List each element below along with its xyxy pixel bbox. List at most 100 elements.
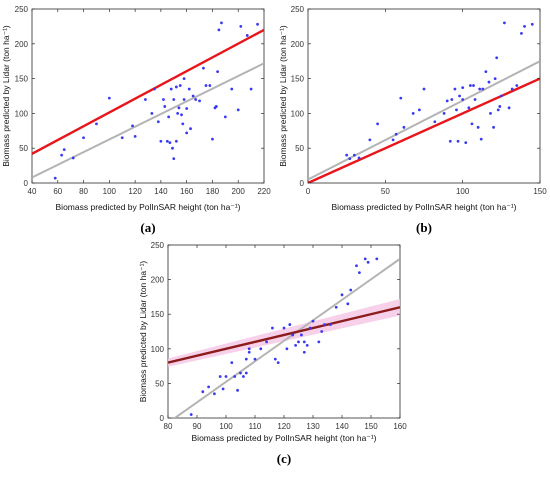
data-point xyxy=(422,87,426,91)
plot-area xyxy=(168,257,400,418)
x-tick-label: 130 xyxy=(306,422,320,431)
data-point xyxy=(259,347,263,351)
data-point xyxy=(156,120,160,124)
y-tick-label: 0 xyxy=(160,414,165,423)
data-point xyxy=(495,56,499,60)
data-point xyxy=(311,319,315,323)
data-point xyxy=(239,371,242,375)
data-point xyxy=(453,87,457,91)
y-tick-label: 50 xyxy=(295,144,304,153)
data-point xyxy=(216,70,220,74)
reference-line xyxy=(308,60,540,181)
data-point xyxy=(353,153,356,157)
data-point xyxy=(249,87,253,91)
x-tick-label: 100 xyxy=(219,422,233,431)
data-point xyxy=(95,122,98,126)
x-tick-label: 90 xyxy=(193,422,202,431)
data-point xyxy=(273,357,277,361)
x-tick-label: 120 xyxy=(128,187,142,196)
reference-line xyxy=(32,62,264,179)
chart-panel-a: 40 60 80 100 120 140 160 180 200 220 0 50 100 150 200 2… xyxy=(1,5,271,235)
data-point xyxy=(492,125,495,129)
data-point xyxy=(217,28,221,32)
x-tick-label: 80 xyxy=(164,422,173,431)
data-point xyxy=(233,375,237,378)
data-point xyxy=(346,302,350,306)
plot-area xyxy=(308,21,540,183)
data-point xyxy=(198,99,201,103)
data-point xyxy=(455,108,458,112)
data-point xyxy=(285,347,289,351)
data-point xyxy=(247,347,251,351)
x-tick-label: 110 xyxy=(249,422,262,431)
data-point xyxy=(159,139,163,143)
data-point xyxy=(394,132,398,136)
data-point xyxy=(165,139,169,143)
data-point xyxy=(461,86,465,90)
data-point xyxy=(181,122,185,126)
data-point xyxy=(515,84,519,87)
data-point xyxy=(357,156,361,160)
y-axis-label: Biomass predicted by Lidar (ton ha⁻¹) xyxy=(1,25,11,167)
data-point xyxy=(294,343,297,347)
data-point xyxy=(133,134,137,138)
data-point xyxy=(478,87,482,91)
x-tick-label: 80 xyxy=(79,187,88,196)
data-point xyxy=(479,137,483,141)
data-point xyxy=(53,176,57,180)
panel-label: (b) xyxy=(416,220,432,235)
data-point xyxy=(473,98,477,101)
data-point xyxy=(411,112,415,115)
data-point xyxy=(244,371,248,375)
data-point xyxy=(189,413,193,416)
data-point xyxy=(442,112,446,115)
data-point xyxy=(218,375,222,378)
data-point xyxy=(461,98,465,101)
data-point xyxy=(191,94,195,98)
data-point xyxy=(530,22,534,26)
y-tick-label: 100 xyxy=(291,109,305,118)
data-point xyxy=(120,136,124,140)
x-axis-label: Biomass predicted by PolInSAR height (to… xyxy=(192,433,377,443)
data-point xyxy=(329,323,332,326)
data-point xyxy=(131,124,134,128)
data-point xyxy=(499,94,503,98)
data-point xyxy=(323,323,326,326)
data-point xyxy=(349,288,353,292)
data-point xyxy=(358,271,361,275)
data-point xyxy=(82,136,85,140)
data-point xyxy=(498,105,502,108)
data-point xyxy=(177,106,181,110)
data-point xyxy=(220,21,223,25)
data-point xyxy=(348,157,352,161)
x-tick-label: 100 xyxy=(103,187,117,196)
data-point xyxy=(182,77,186,80)
data-point xyxy=(247,350,251,354)
data-point xyxy=(433,120,437,124)
data-point xyxy=(320,330,324,333)
chart-panel-b: 0 50 100 150 0 50 100 150 200 250 Biomass predicte… xyxy=(278,5,547,235)
x-tick-label: 100 xyxy=(456,187,470,196)
data-point xyxy=(297,340,300,344)
x-axis-label: Biomass predicted by PolInSAR height (to… xyxy=(332,202,517,212)
fit-line xyxy=(32,28,264,155)
y-tick-label: 100 xyxy=(151,345,165,354)
x-tick-label: 200 xyxy=(232,187,246,196)
data-point xyxy=(153,87,156,91)
data-point xyxy=(510,87,514,91)
data-point xyxy=(470,122,474,126)
data-point xyxy=(520,31,523,35)
x-tick-label: 50 xyxy=(381,187,390,196)
data-point xyxy=(174,85,178,89)
data-point xyxy=(456,139,460,143)
data-point xyxy=(244,357,248,361)
data-point xyxy=(464,141,468,145)
data-point xyxy=(185,107,189,110)
data-point xyxy=(376,122,379,126)
data-point xyxy=(204,84,208,87)
data-point xyxy=(282,326,286,330)
data-point xyxy=(276,361,280,365)
data-point xyxy=(221,387,225,391)
plot-frame xyxy=(31,8,265,184)
data-point xyxy=(163,105,167,108)
